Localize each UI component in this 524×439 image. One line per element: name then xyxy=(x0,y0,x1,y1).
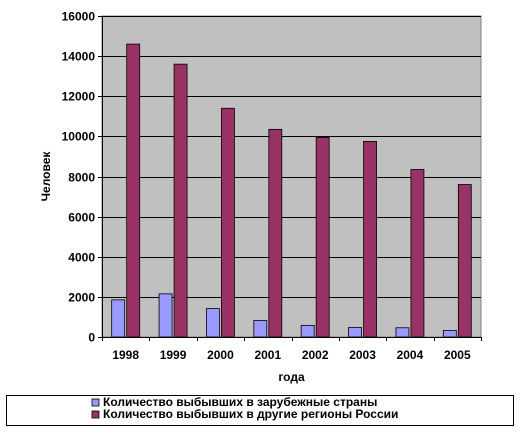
bar-regions-2002 xyxy=(315,136,330,338)
legend-swatch-abroad xyxy=(91,398,100,407)
bar-regions-2000 xyxy=(221,107,235,338)
legend-label-regions: Количество выбывших в другие регионы Рос… xyxy=(103,407,398,421)
bar-abroad-2004 xyxy=(395,327,410,338)
bar-abroad-2000 xyxy=(206,308,220,338)
y-tick-label: 14000 xyxy=(62,50,96,64)
x-tick-labels: 1998 1999 2000 2001 2002 2003 2004 2005 xyxy=(112,348,471,362)
y-tick-label: 12000 xyxy=(62,90,96,104)
bar-abroad-1998 xyxy=(111,299,126,338)
x-tick-label: 2000 xyxy=(207,348,234,362)
x-tick-label: 2005 xyxy=(444,348,471,362)
y-tick-label: 16000 xyxy=(62,10,96,24)
x-tick-label: 2001 xyxy=(254,348,281,362)
bar-regions-2003 xyxy=(363,140,377,338)
y-tick-label: 6000 xyxy=(68,211,95,225)
x-tick-label: 1999 xyxy=(160,348,187,362)
x-axis-title: года xyxy=(278,370,305,384)
y-tick-label: 8000 xyxy=(68,171,95,185)
x-tick-label: 2004 xyxy=(397,348,424,362)
bar-regions-2001 xyxy=(268,128,283,338)
y-tick-label: 2000 xyxy=(68,291,95,305)
x-tick-label: 1998 xyxy=(112,348,139,362)
bars xyxy=(111,43,472,338)
bar-regions-2005 xyxy=(457,184,472,338)
bar-abroad-2005 xyxy=(442,329,457,338)
bar-regions-1999 xyxy=(173,63,188,338)
y-axis-title: Человек xyxy=(39,151,53,202)
legend: Количество выбывших в зарубежные страны … xyxy=(6,395,514,426)
bar-regions-2004 xyxy=(410,169,425,338)
bar-regions-1998 xyxy=(126,43,141,338)
legend-label-abroad: Количество выбывших в зарубежные страны xyxy=(103,395,377,409)
bar-abroad-2001 xyxy=(253,320,268,338)
bar-abroad-1999 xyxy=(158,293,173,338)
y-tick-label: 0 xyxy=(88,331,95,345)
legend-box xyxy=(6,395,514,426)
x-tick-label: 2002 xyxy=(302,348,329,362)
x-tick-label: 2003 xyxy=(349,348,376,362)
legend-swatch-regions xyxy=(91,410,100,419)
bar-abroad-2003 xyxy=(348,326,362,338)
y-tick-label: 10000 xyxy=(62,130,96,144)
y-tick-labels: 0 2000 4000 6000 8000 10000 12000 14000 16000 xyxy=(62,10,96,345)
axes xyxy=(98,16,482,341)
y-tick-label: 4000 xyxy=(68,251,95,265)
bar-abroad-2002 xyxy=(300,324,315,338)
